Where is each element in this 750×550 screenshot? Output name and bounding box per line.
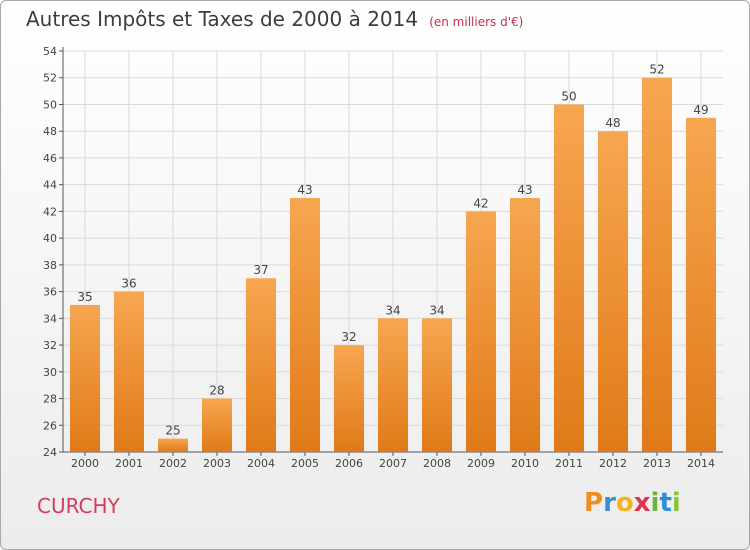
title-line: Autres Impôts et Taxes de 2000 à 2014 (e… (26, 7, 523, 31)
data-label: 50 (561, 89, 576, 103)
chart-subtitle: (en milliers d'€) (429, 15, 524, 29)
bar (246, 278, 276, 452)
data-label: 52 (649, 63, 664, 77)
data-label: 28 (209, 384, 224, 398)
brand-letter: P (584, 488, 604, 518)
bar (334, 345, 364, 452)
bar (554, 104, 584, 452)
x-tick-label: 2007 (379, 457, 407, 470)
data-label: 34 (429, 303, 444, 317)
bar (422, 318, 452, 452)
data-label: 42 (473, 196, 488, 210)
y-tick-label: 42 (43, 205, 57, 218)
y-tick-label: 54 (43, 45, 57, 58)
y-tick-label: 48 (43, 125, 57, 138)
location-label: CURCHY (37, 494, 120, 518)
data-label: 43 (297, 183, 312, 197)
bar (290, 198, 320, 452)
y-tick-label: 28 (43, 393, 57, 406)
x-tick-label: 2000 (71, 457, 99, 470)
brand-letter: i (650, 488, 660, 518)
brand-letter: t (659, 488, 672, 518)
data-label: 32 (341, 330, 356, 344)
x-tick-label: 2001 (115, 457, 143, 470)
data-label: 36 (121, 277, 136, 291)
bar (510, 198, 540, 452)
x-tick-label: 2009 (467, 457, 495, 470)
bar (686, 117, 716, 452)
y-tick-label: 44 (43, 179, 57, 192)
y-tick-label: 38 (43, 259, 57, 272)
x-tick-label: 2011 (555, 457, 583, 470)
axes: 24 26 28 30 32 34 36 38 40 42 44 46 48 50 52 54 2000 2001… (43, 45, 723, 470)
data-label: 43 (517, 183, 532, 197)
y-tick-label: 32 (43, 339, 57, 352)
x-tick-label: 2012 (599, 457, 627, 470)
brand-letter: o (615, 488, 634, 518)
data-label: 49 (693, 103, 708, 117)
bar (114, 291, 144, 452)
data-label: 37 (253, 263, 268, 277)
bar (598, 131, 628, 452)
x-tick-label: 2002 (159, 457, 187, 470)
y-tick-label: 46 (43, 152, 57, 165)
brand-letter: i (671, 488, 681, 518)
x-tick-label: 2003 (203, 457, 231, 470)
chart-title: Autres Impôts et Taxes de 2000 à 2014 (26, 7, 419, 31)
y-tick-label: 30 (43, 366, 57, 379)
bar (70, 304, 100, 452)
bar (158, 438, 188, 452)
y-tick-label: 52 (43, 72, 57, 85)
data-label: 48 (605, 116, 620, 130)
x-tick-label: 2013 (643, 457, 671, 470)
y-tick-label: 50 (43, 98, 57, 111)
data-labels: 35 36 25 28 37 43 32 34 34 42 43 50 48 52 49 (77, 63, 708, 438)
y-tick-label: 24 (43, 446, 57, 459)
bar (466, 211, 496, 452)
data-label: 34 (385, 303, 400, 317)
x-tick-label: 2008 (423, 457, 451, 470)
x-tick-label: 2005 (291, 457, 319, 470)
data-label: 25 (165, 424, 180, 438)
y-tick-label: 36 (43, 286, 57, 299)
x-tick-label: 2006 (335, 457, 363, 470)
bar (378, 318, 408, 452)
brand-letter: r (603, 488, 616, 518)
y-tick-label: 40 (43, 232, 57, 245)
brand-logo: Proxiti (584, 488, 681, 518)
x-tick-label: 2010 (511, 457, 539, 470)
x-tick-label: 2004 (247, 457, 275, 470)
bars (70, 77, 716, 452)
y-tick-label: 34 (43, 312, 57, 325)
y-tick-label: 26 (43, 419, 57, 432)
bar (202, 398, 232, 452)
data-label: 35 (77, 290, 92, 304)
brand-letter: x (633, 488, 651, 518)
bar (642, 77, 672, 452)
x-tick-label: 2014 (687, 457, 715, 470)
